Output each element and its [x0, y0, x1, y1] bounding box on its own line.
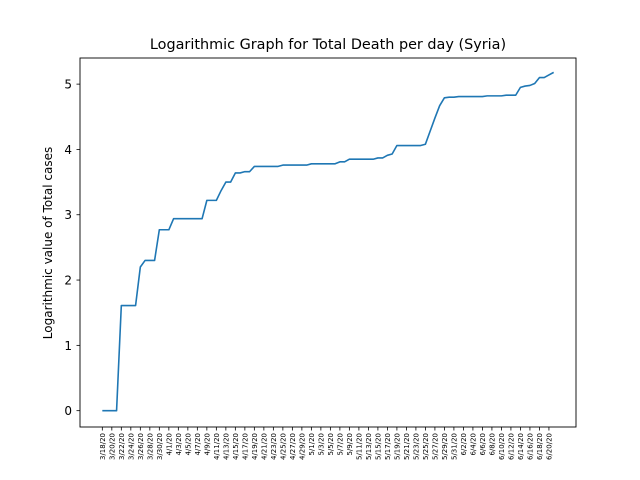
- x-tick-label: 4/19/20: [251, 433, 259, 460]
- y-axis-ticks: 0 1 2 3 4 5: [64, 78, 80, 418]
- chart-title: Logarithmic Graph for Total Death per da…: [150, 37, 506, 53]
- x-tick-label: 5/21/20: [403, 433, 411, 460]
- x-tick-label: 6/4/20: [469, 433, 477, 456]
- x-tick-label: 5/19/20: [393, 433, 401, 460]
- series-line: [102, 71, 555, 412]
- x-tick-label: 4/15/20: [232, 433, 240, 460]
- x-tick-label: 3/18/20: [99, 433, 107, 460]
- y-tick-label: 2: [64, 274, 72, 288]
- x-tick-label: 3/28/20: [146, 433, 154, 460]
- x-tick-label: 5/23/20: [412, 433, 420, 460]
- x-tick-label: 4/17/20: [241, 433, 249, 460]
- x-tick-label: 3/22/20: [118, 433, 126, 460]
- x-tick-label: 6/18/20: [536, 433, 544, 460]
- y-tick-label: 3: [64, 208, 72, 222]
- x-tick-label: 5/3/20: [317, 433, 325, 456]
- x-tick-label: 6/6/20: [479, 433, 487, 456]
- x-tick-label: 6/10/20: [498, 433, 506, 460]
- x-tick-label: 5/15/20: [374, 433, 382, 460]
- x-tick-label: 5/5/20: [327, 433, 335, 456]
- x-tick-label: 5/7/20: [336, 433, 344, 456]
- x-tick-label: 5/27/20: [431, 433, 439, 460]
- x-tick-label: 5/11/20: [355, 433, 363, 460]
- x-tick-label: 6/2/20: [460, 433, 468, 456]
- x-tick-label: 5/31/20: [450, 433, 458, 460]
- x-tick-label: 6/16/20: [526, 433, 534, 460]
- x-tick-label: 5/25/20: [422, 433, 430, 460]
- y-tick-label: 4: [64, 143, 72, 157]
- x-tick-label: 5/13/20: [365, 433, 373, 460]
- x-axis-ticks: 3/18/20 3/20/20 3/22/20 3/24/20 3/26/20 3/28/…: [99, 427, 553, 460]
- x-tick-label: 4/21/20: [260, 433, 268, 460]
- x-tick-label: 4/7/20: [194, 433, 202, 456]
- x-tick-label: 5/29/20: [441, 433, 449, 460]
- x-tick-label: 6/20/20: [545, 433, 553, 460]
- y-tick-label: 5: [64, 78, 72, 92]
- x-tick-label: 4/13/20: [222, 433, 230, 460]
- x-tick-label: 4/3/20: [175, 433, 183, 456]
- x-tick-label: 6/12/20: [507, 433, 515, 460]
- x-tick-label: 4/11/20: [213, 433, 221, 460]
- x-tick-label: 3/30/20: [156, 433, 164, 460]
- x-tick-label: 6/14/20: [517, 433, 525, 460]
- x-tick-label: 4/5/20: [184, 433, 192, 456]
- x-tick-label: 4/1/20: [165, 433, 173, 456]
- y-axis-label: Logarithmic value of Total cases: [41, 147, 55, 339]
- x-tick-label: 3/24/20: [127, 433, 135, 460]
- x-tick-label: 3/20/20: [108, 433, 116, 460]
- x-tick-label: 3/26/20: [137, 433, 145, 460]
- x-tick-label: 5/9/20: [346, 433, 354, 456]
- x-tick-label: 4/29/20: [298, 433, 306, 460]
- x-tick-label: 5/1/20: [308, 433, 316, 456]
- x-tick-label: 4/25/20: [279, 433, 287, 460]
- x-tick-label: 5/17/20: [384, 433, 392, 460]
- x-tick-label: 4/23/20: [270, 433, 278, 460]
- y-tick-label: 1: [64, 339, 72, 353]
- x-tick-label: 4/9/20: [203, 433, 211, 456]
- y-tick-label: 0: [64, 404, 72, 418]
- plot-frame: [79, 57, 577, 428]
- x-tick-label: 4/27/20: [289, 433, 297, 460]
- x-tick-label: 6/8/20: [488, 433, 496, 456]
